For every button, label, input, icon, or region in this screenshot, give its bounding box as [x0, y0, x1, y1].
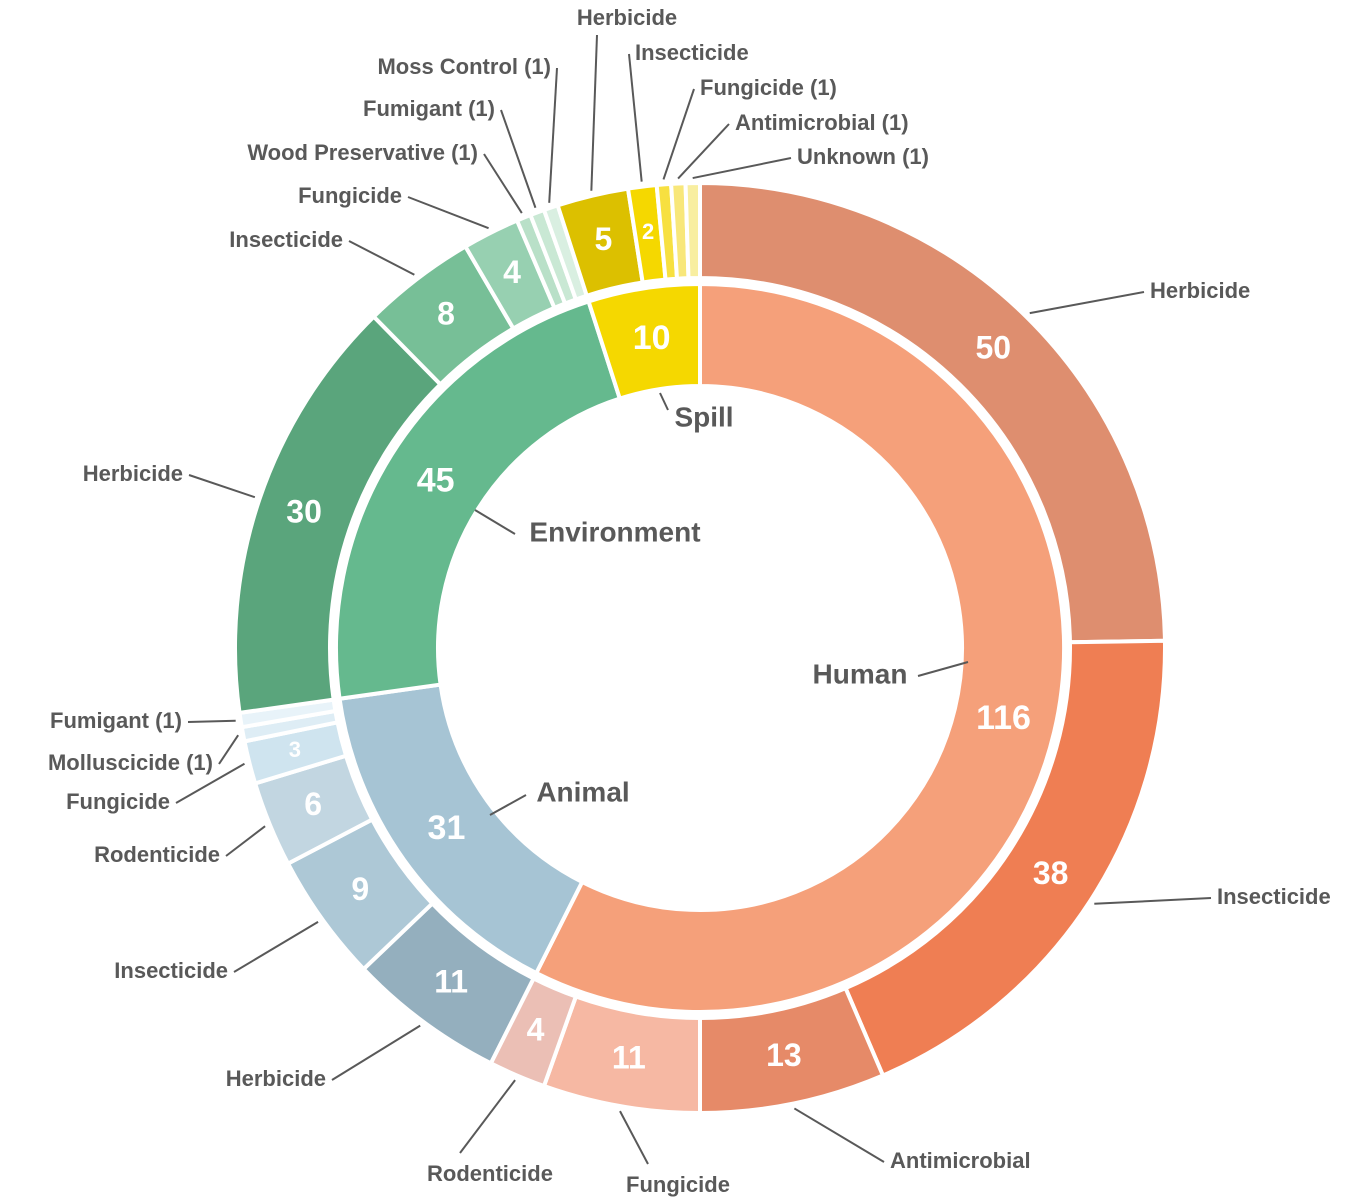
- outer-segment: [698, 180, 1167, 645]
- outer-label: Fungicide: [626, 1172, 730, 1197]
- inner-segment: [334, 298, 623, 702]
- outer-value: 4: [527, 1012, 545, 1048]
- inner-value: 45: [417, 461, 455, 499]
- leader-line: [474, 509, 516, 535]
- leader-line: [218, 734, 239, 765]
- outer-value: 11: [434, 963, 468, 999]
- leader-line: [628, 53, 643, 182]
- outer-label: Moss Control (1): [377, 54, 551, 79]
- outer-label: Fumigant (1): [363, 96, 495, 121]
- leader-line: [489, 794, 527, 816]
- outer-label: Herbicide: [577, 5, 677, 30]
- outer-label: Insecticide: [114, 958, 228, 983]
- leader-line: [548, 67, 558, 203]
- outer-label: Herbicide: [83, 461, 183, 486]
- inner-segment: [586, 281, 702, 402]
- leader-line: [407, 196, 489, 230]
- outer-label: Insecticide: [229, 227, 343, 252]
- leader-line: [917, 661, 969, 677]
- outer-label: Antimicrobial: [890, 1148, 1031, 1173]
- outer-label: Fungicide (1): [700, 75, 837, 100]
- leader-line: [348, 240, 415, 276]
- outer-label: Unknown (1): [797, 144, 929, 169]
- outer-label: Rodenticide: [94, 842, 220, 867]
- leader-line: [483, 153, 523, 214]
- leader-line: [187, 719, 236, 723]
- leader-line: [662, 88, 695, 180]
- outer-value: 8: [437, 296, 455, 332]
- outer-value: 30: [286, 493, 322, 529]
- outer-value: 2: [642, 219, 654, 244]
- outer-label: Fungicide: [66, 789, 170, 814]
- outer-value: 9: [351, 871, 369, 907]
- outer-label: Antimicrobial (1): [735, 110, 909, 135]
- leader-line: [188, 474, 256, 499]
- category-label: Spill: [674, 401, 733, 432]
- outer-value: 38: [1033, 855, 1069, 891]
- leader-line: [692, 157, 792, 180]
- leader-line: [590, 34, 598, 191]
- outer-value: 13: [766, 1037, 802, 1073]
- inner-value: 116: [976, 699, 1031, 737]
- outer-label: Insecticide: [635, 40, 749, 65]
- outer-label: Wood Preservative (1): [247, 140, 478, 165]
- outer-label: Molluscicide (1): [48, 750, 213, 775]
- outer-segment: [683, 180, 702, 281]
- outer-value: 3: [289, 737, 301, 762]
- outer-value: 50: [975, 330, 1011, 366]
- outer-value: 4: [503, 254, 521, 290]
- category-label: Animal: [536, 776, 629, 807]
- leader-line: [500, 109, 537, 209]
- leader-line: [793, 1107, 885, 1163]
- leader-line: [175, 762, 245, 804]
- leader-line: [459, 1079, 516, 1154]
- leader-line: [659, 392, 669, 411]
- outer-value: 6: [304, 786, 322, 822]
- outer-value: 5: [594, 221, 612, 257]
- outer-value: 11: [612, 1039, 646, 1075]
- leader-line: [619, 1110, 649, 1165]
- inner-value: 31: [428, 809, 466, 847]
- category-label: Environment: [529, 516, 700, 547]
- leader-line: [331, 1024, 421, 1081]
- leader-line: [233, 921, 319, 973]
- outer-label: Insecticide: [1217, 884, 1331, 909]
- inner-segment: [533, 281, 1066, 1014]
- leader-line: [1029, 291, 1145, 315]
- outer-label: Herbicide: [1150, 278, 1250, 303]
- leader-line: [225, 825, 266, 857]
- leader-line: [677, 123, 730, 180]
- outer-label: Rodenticide: [427, 1161, 553, 1186]
- inner-value: 10: [633, 319, 671, 357]
- outer-label: Fumigant (1): [50, 708, 182, 733]
- leader-line: [1094, 897, 1212, 905]
- outer-label: Fungicide: [298, 183, 402, 208]
- category-label: Human: [813, 658, 908, 689]
- outer-label: Herbicide: [226, 1066, 326, 1091]
